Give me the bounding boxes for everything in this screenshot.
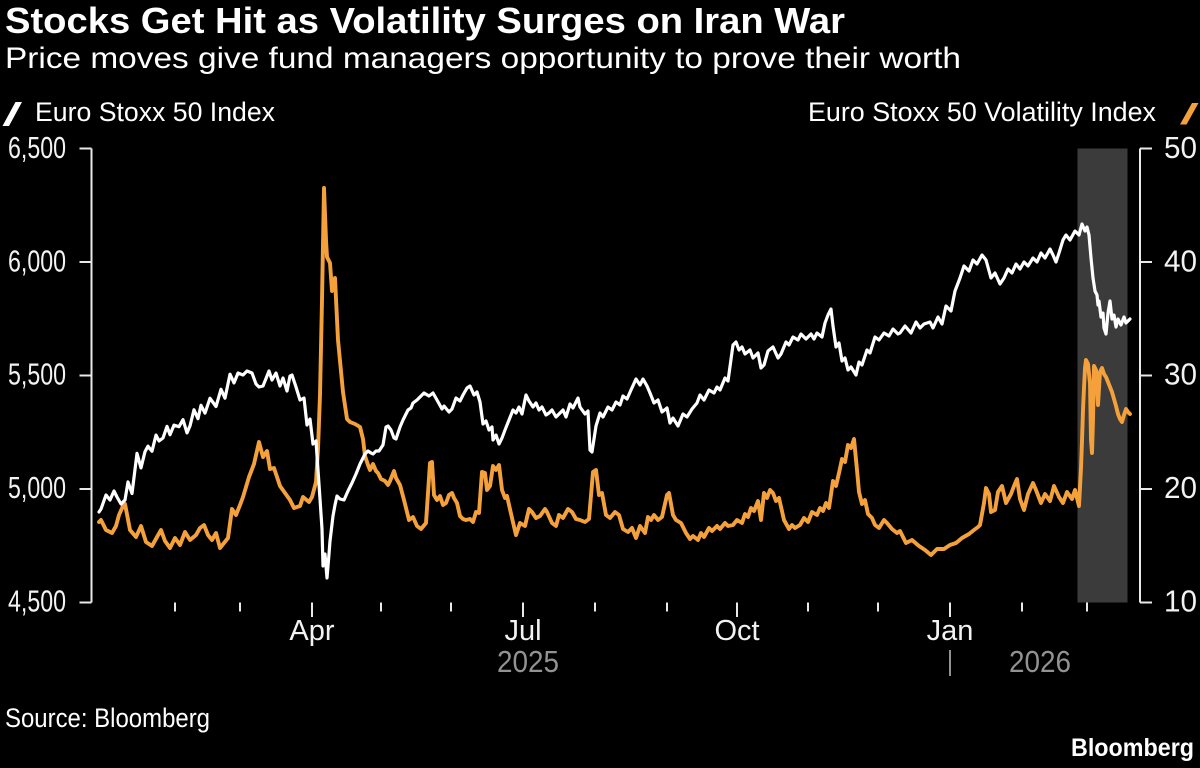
svg-text:Euro Stoxx 50 Volatility Index: Euro Stoxx 50 Volatility Index (808, 97, 1156, 127)
svg-text:6,500: 6,500 (8, 130, 66, 165)
svg-text:2025: 2025 (497, 644, 559, 679)
svg-text:6,000: 6,000 (8, 243, 66, 278)
svg-text:Price moves give fund managers: Price moves give fund managers opportuni… (5, 42, 961, 75)
svg-text:2026: 2026 (1009, 644, 1071, 679)
svg-text:10: 10 (1164, 583, 1197, 618)
svg-text:Source: Bloomberg: Source: Bloomberg (5, 703, 210, 733)
svg-text:30: 30 (1164, 357, 1197, 392)
svg-text:50: 50 (1164, 130, 1197, 165)
svg-text:Jan: Jan (927, 615, 974, 647)
svg-text:Bloomberg: Bloomberg (1071, 734, 1194, 762)
svg-text:Apr: Apr (289, 615, 334, 647)
svg-text:4,500: 4,500 (8, 583, 66, 618)
svg-text:Jul: Jul (504, 615, 541, 647)
svg-text:Oct: Oct (714, 615, 759, 647)
svg-text:Stocks Get Hit as Volatility S: Stocks Get Hit as Volatility Surges on I… (5, 0, 845, 41)
svg-text:5,000: 5,000 (8, 470, 66, 505)
svg-text:5,500: 5,500 (8, 357, 66, 392)
svg-text:Euro Stoxx 50 Index: Euro Stoxx 50 Index (35, 97, 275, 127)
svg-text:40: 40 (1164, 243, 1197, 278)
svg-text:20: 20 (1164, 470, 1197, 505)
